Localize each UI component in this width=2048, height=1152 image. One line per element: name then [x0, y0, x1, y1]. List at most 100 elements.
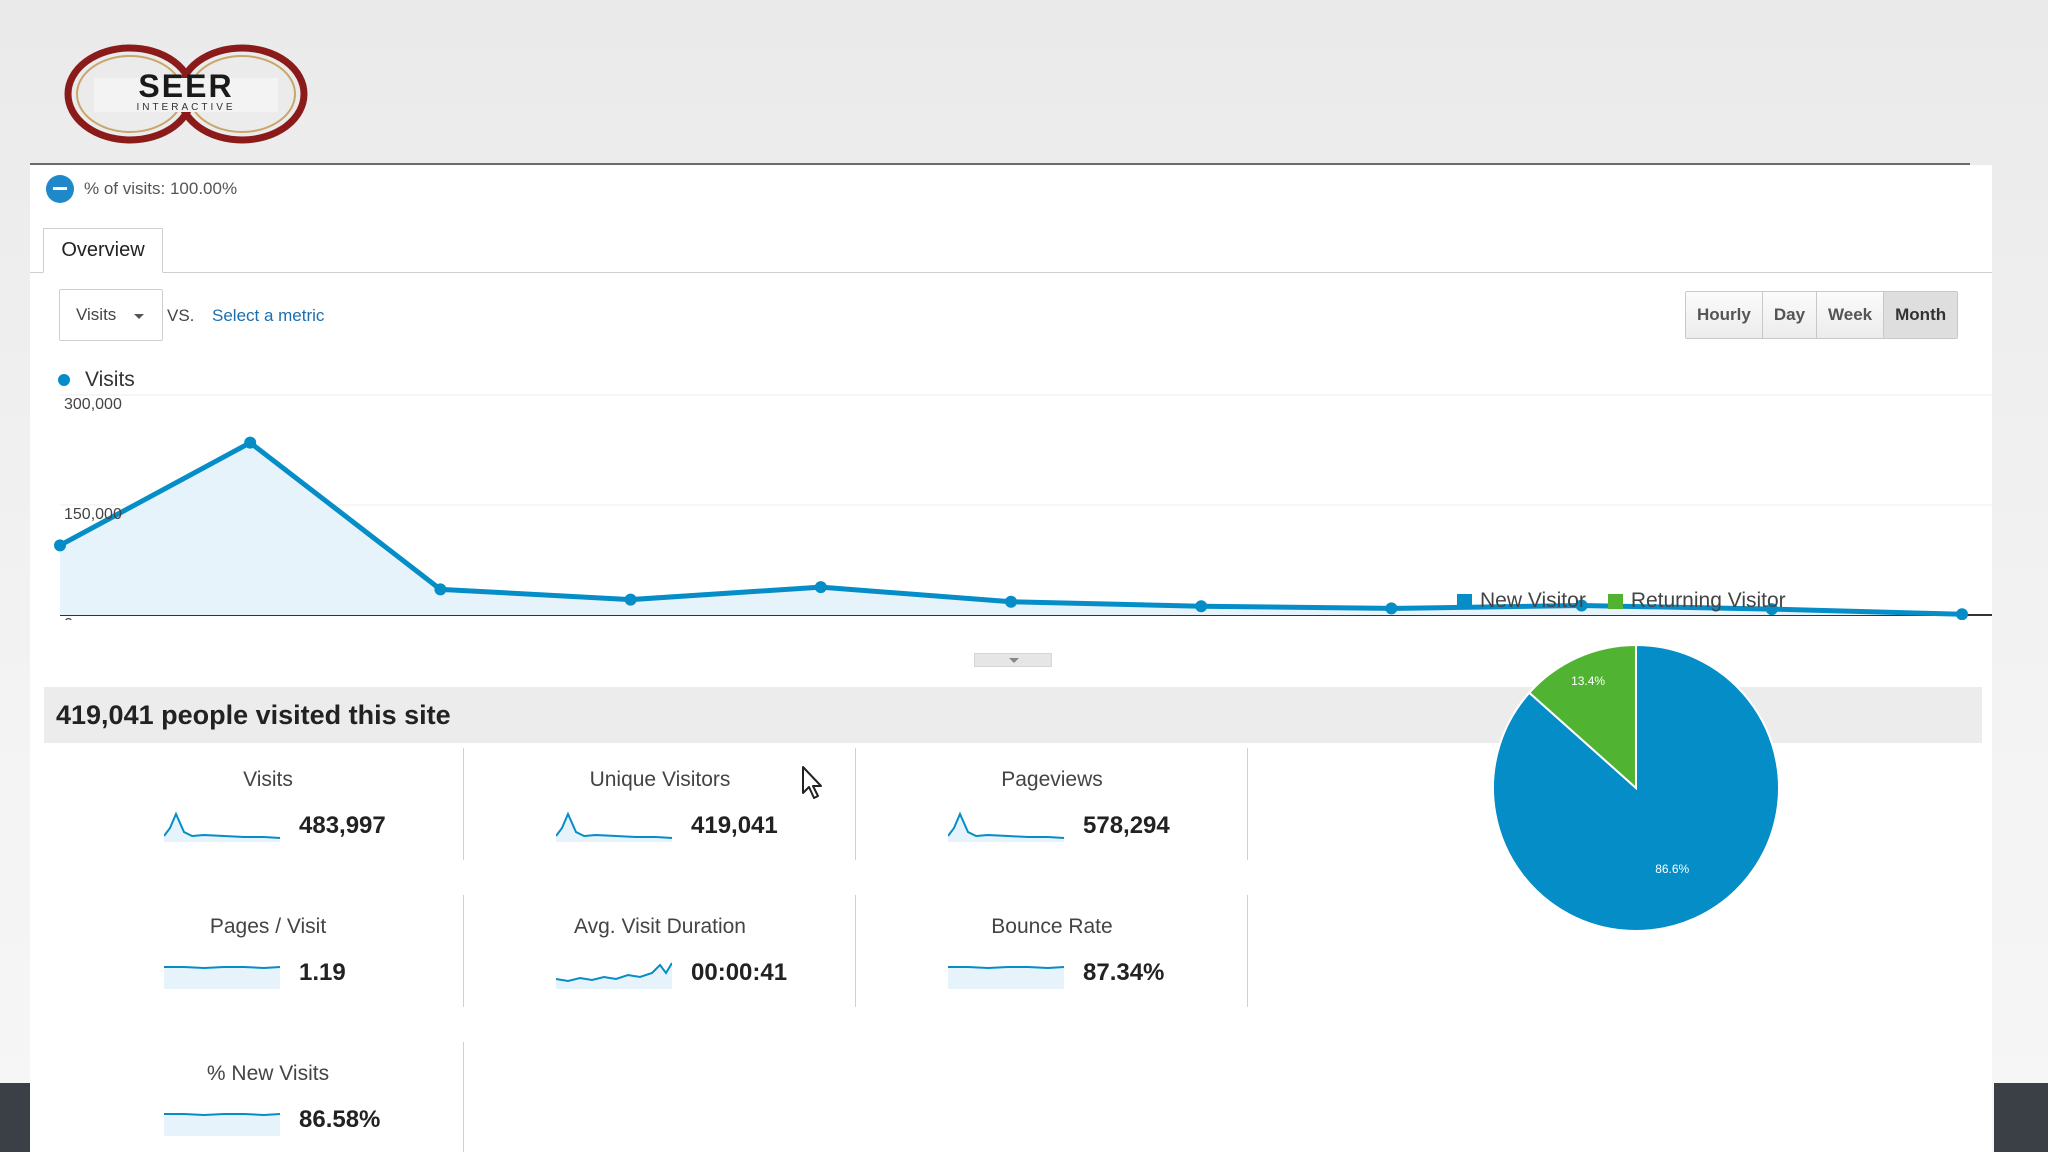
metric-dropdown[interactable]: Visits [59, 289, 163, 341]
legend-returning-visitor-label: Returning Visitor [1630, 589, 1786, 612]
visits-line-chart[interactable]: 300,000 150,000 0 October 2012 December 201… [30, 390, 1992, 620]
sparkline-path [948, 966, 1064, 970]
tile-divider [855, 748, 856, 860]
metric-visits[interactable]: Visits 483,997 [72, 748, 464, 860]
data-point[interactable] [1195, 600, 1208, 613]
period-day-button[interactable]: Day [1762, 292, 1818, 338]
sparkline-area [556, 963, 672, 989]
pie-slice-label: 13.4% [1571, 674, 1605, 688]
sparkline-path [164, 1113, 280, 1117]
data-point[interactable] [814, 581, 827, 594]
swatch-icon [1607, 593, 1623, 609]
header-rule [30, 163, 1970, 165]
sparkline-icon [556, 811, 672, 842]
slide-frame-right [1994, 1083, 2048, 1152]
tile-divider [463, 748, 464, 860]
pie-slice-returning-visitor[interactable] [1527, 643, 1637, 791]
segment-label: % of visits: 100.00% [84, 179, 238, 198]
segment-indicator[interactable]: % of visits: 100.00% [46, 175, 237, 203]
vs-label: VS. [167, 306, 195, 325]
metric-label: Pages / Visit [209, 915, 327, 938]
metric-pageviews[interactable]: Pageviews 578,294 [856, 748, 1248, 860]
x-tick-label: June 2013 [1732, 619, 1811, 620]
legend-dot-icon [58, 374, 70, 386]
chart-legend: Visits [58, 368, 135, 392]
legend-new-visitor[interactable]: New Visitor [1457, 589, 1586, 613]
data-point[interactable] [624, 593, 637, 606]
legend-new-visitor-label: New Visitor [1480, 589, 1586, 612]
seer-interactive-logo: SEER INTERACTIVE [64, 44, 308, 144]
select-metric-link[interactable]: Select a metric [212, 306, 325, 325]
metric-label: % New Visits [206, 1062, 330, 1085]
visitor-type-pie-chart[interactable]: 86.6% 13.4% [1486, 638, 1786, 938]
period-toggle: Hourly Day Week Month [1685, 291, 1959, 339]
sparkline-area [164, 1114, 280, 1136]
x-tick-label: April 2013 [1353, 619, 1430, 620]
period-hourly-button[interactable]: Hourly [1686, 292, 1763, 338]
metric-value: 87.34% [1083, 959, 1165, 986]
metric-dropdown-value: Visits [76, 305, 117, 324]
metric-bounce-rate[interactable]: Bounce Rate 87.34% [856, 895, 1248, 1007]
remove-segment-icon[interactable] [46, 175, 74, 203]
data-point[interactable] [244, 436, 257, 449]
data-point[interactable] [1765, 603, 1778, 616]
sparkline-icon [164, 1113, 280, 1136]
sparkline-icon [948, 966, 1064, 989]
x-tick-label: February 2013 [956, 619, 1067, 620]
data-point[interactable] [1956, 608, 1968, 620]
metric-new-visits[interactable]: % New Visits 86.58% [72, 1042, 464, 1152]
data-point[interactable] [1385, 602, 1398, 615]
metric-value: 00:00:41 [691, 959, 788, 986]
period-month-button[interactable]: Month [1884, 292, 1958, 338]
sparkline-area [948, 967, 1064, 989]
tile-divider [1247, 895, 1248, 1007]
data-point[interactable] [54, 539, 66, 552]
metric-label: Visits [243, 768, 293, 791]
metric-label: Bounce Rate [991, 915, 1113, 938]
sparkline-path [948, 811, 1064, 839]
tile-divider [463, 895, 464, 1007]
data-point[interactable] [1575, 599, 1588, 612]
chevron-down-icon [134, 314, 144, 319]
tile-divider [855, 895, 856, 1007]
visits-area [60, 442, 1962, 615]
metric-unique-visitors[interactable]: Unique Visitors 419,041 [464, 748, 856, 860]
legend-returning-visitor[interactable]: Returning Visitor [1607, 589, 1786, 613]
slide-frame-left [0, 1083, 32, 1152]
sparkline-path [164, 966, 280, 970]
sparkline-path [556, 811, 672, 839]
metric-pages-per-visit[interactable]: Pages / Visit 1.19 [72, 895, 464, 1007]
metric-label: Pageviews [1001, 768, 1103, 791]
metric-value: 86.58% [299, 1106, 381, 1133]
svg-text:SEER: SEER [138, 68, 233, 104]
y-tick-label: 0 [64, 616, 73, 620]
chart-collapse-handle[interactable] [974, 653, 1052, 667]
mouse-cursor-icon [802, 766, 822, 799]
x-tick-label: December 2012 [570, 619, 691, 620]
legend-label: Visits [85, 368, 135, 391]
tab-overview[interactable]: Overview [43, 228, 163, 273]
sparkline-path [556, 962, 672, 983]
summary-text: 419,041 people visited this site [56, 699, 451, 730]
metric-avg-visit-duration[interactable]: Avg. Visit Duration 00:00:41 [464, 895, 856, 1007]
sparkline-icon [948, 811, 1064, 842]
metric-value: 578,294 [1083, 812, 1170, 839]
y-tick-label: 150,000 [64, 506, 122, 523]
data-point[interactable] [1005, 595, 1017, 608]
metric-label: Avg. Visit Duration [574, 915, 746, 938]
svg-text:INTERACTIVE: INTERACTIVE [136, 102, 235, 113]
period-week-button[interactable]: Week [1817, 292, 1885, 338]
analytics-panel: % of visits: 100.00% Overview Visits VS.… [30, 165, 1992, 1152]
metric-value: 1.19 [299, 959, 346, 986]
data-point[interactable] [434, 583, 447, 596]
sparkline-icon [164, 811, 280, 842]
pie-slice-label: 86.6% [1655, 862, 1689, 876]
tile-divider [463, 1042, 464, 1152]
metric-value: 483,997 [299, 812, 386, 839]
metric-label: Unique Visitors [589, 768, 731, 791]
sparkline-path [164, 811, 280, 839]
swatch-icon [1457, 593, 1472, 609]
x-tick-label: October 2012 [199, 619, 302, 620]
sparkline-icon [556, 962, 672, 989]
tabs-underline [30, 272, 1992, 273]
